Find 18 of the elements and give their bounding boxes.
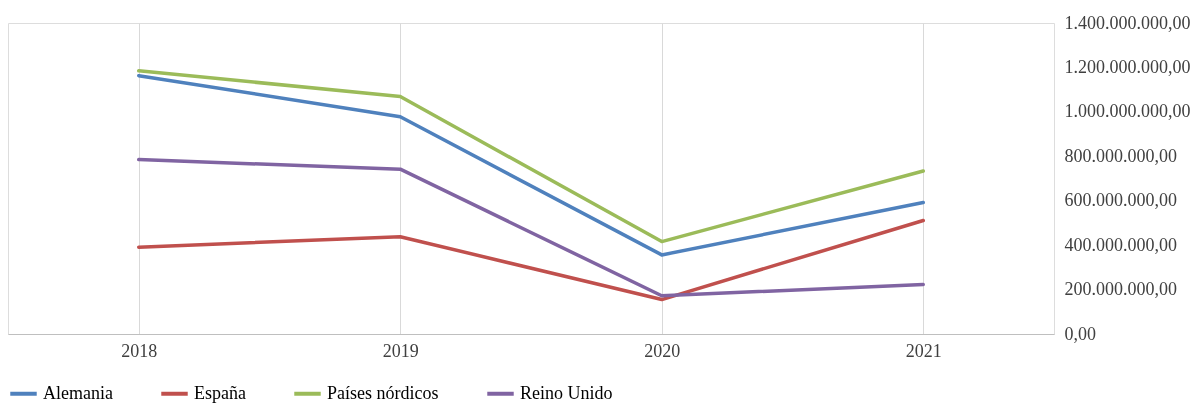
line-series: [137, 218, 925, 302]
y-tick-label: 1.400.000.000,00: [1064, 12, 1191, 33]
y-tick-label: 0,00: [1064, 323, 1096, 344]
legend-label: Reino Unido: [520, 382, 613, 403]
y-tick-label: 800.000.000,00: [1064, 145, 1177, 166]
y-tick-label: 1.200.000.000,00: [1064, 56, 1191, 77]
legend-label: España: [194, 382, 246, 403]
x-tick-label: 2018: [121, 340, 158, 361]
x-tick-label: 2019: [382, 340, 419, 361]
x-tick-label: 2021: [905, 340, 942, 361]
legend-label: Alemania: [43, 382, 113, 403]
x-tick-label: 2020: [644, 340, 681, 361]
y-tick-label: 1.000.000.000,00: [1064, 101, 1191, 122]
y-tick-label: 200.000.000,00: [1064, 279, 1177, 300]
y-tick-label: 600.000.000,00: [1064, 190, 1177, 211]
y-tick-label: 400.000.000,00: [1064, 234, 1177, 255]
line-series: [137, 157, 925, 298]
legend-label: Países nórdicos: [327, 382, 439, 403]
